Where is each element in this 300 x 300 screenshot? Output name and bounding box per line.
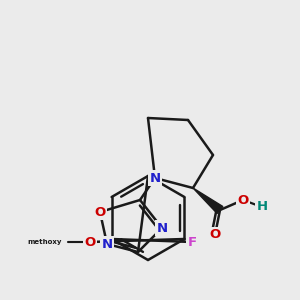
Text: O: O [237,194,249,206]
Text: O: O [94,206,106,218]
Text: O: O [84,236,96,248]
Text: O: O [209,229,220,242]
Text: H: H [256,200,268,214]
Text: N: N [156,221,168,235]
Text: N: N [101,238,112,250]
Text: F: F [188,236,196,248]
Text: N: N [149,172,161,184]
Polygon shape [193,188,223,214]
Text: methoxy: methoxy [28,239,62,245]
